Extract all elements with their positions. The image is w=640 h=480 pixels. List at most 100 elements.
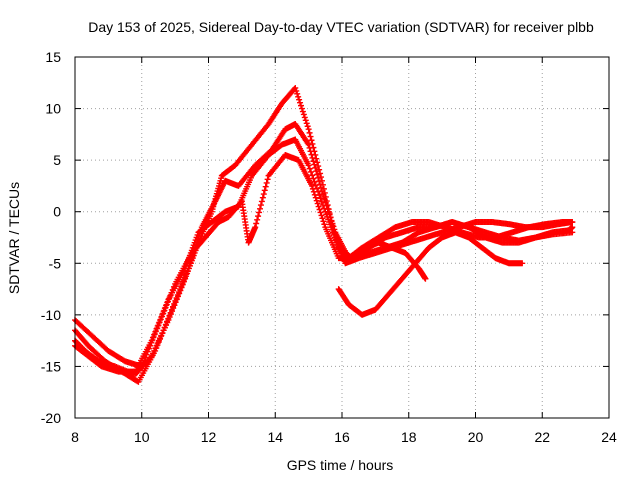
data-point-marker xyxy=(318,174,325,181)
data-point-marker xyxy=(297,99,304,106)
data-point-marker xyxy=(305,126,312,133)
data-point-marker xyxy=(307,148,314,155)
data-point-marker xyxy=(253,220,260,227)
data-point-marker xyxy=(309,185,316,192)
data-point-marker xyxy=(318,188,325,195)
data-point-marker xyxy=(141,357,148,364)
data-point-marker xyxy=(180,277,187,284)
data-point-marker xyxy=(257,202,264,209)
data-point-marker xyxy=(183,271,190,278)
data-point-marker xyxy=(308,137,315,144)
data-point-marker xyxy=(264,176,271,183)
data-point-marker xyxy=(295,93,302,100)
x-tick-label: 12 xyxy=(201,429,217,445)
data-point-marker xyxy=(311,161,318,168)
data-point-marker xyxy=(306,144,313,151)
data-point-marker xyxy=(157,316,164,323)
data-point-marker xyxy=(256,205,263,212)
data-point-marker xyxy=(303,120,310,127)
data-point-marker xyxy=(310,175,317,182)
data-point-marker xyxy=(172,297,179,304)
data-point-marker xyxy=(310,188,317,195)
data-point-marker xyxy=(169,286,176,293)
data-point-marker xyxy=(171,300,178,307)
data-point-marker xyxy=(307,133,314,140)
data-point-marker xyxy=(318,198,325,205)
data-point-marker xyxy=(170,283,177,290)
x-tick-label: 14 xyxy=(267,429,283,445)
data-point-marker xyxy=(162,304,169,311)
y-tick-label: -15 xyxy=(41,358,61,374)
y-tick-label: -20 xyxy=(41,410,61,426)
data-point-marker xyxy=(154,325,161,332)
data-point-marker xyxy=(317,195,324,202)
data-point-marker xyxy=(294,90,301,97)
data-point-marker xyxy=(156,319,163,326)
data-point-marker xyxy=(309,154,316,161)
data-point-marker xyxy=(166,312,173,319)
data-point-marker xyxy=(308,182,315,189)
data-point-marker xyxy=(318,212,325,219)
data-point-marker xyxy=(319,202,326,209)
data-point-marker xyxy=(316,178,323,185)
data-point-marker xyxy=(263,179,270,186)
data-point-marker xyxy=(261,187,268,194)
data-point-marker xyxy=(169,303,176,310)
data-point-marker xyxy=(317,170,324,177)
data-point-marker xyxy=(255,213,262,220)
data-point-marker xyxy=(315,203,322,210)
data-point-marker xyxy=(319,191,326,198)
data-point-marker xyxy=(144,348,151,355)
data-point-marker xyxy=(179,280,186,287)
series-trace-5 xyxy=(335,229,526,318)
data-point-marker xyxy=(147,342,154,349)
data-point-marker xyxy=(145,345,152,352)
data-point-marker xyxy=(302,117,309,124)
data-point-marker xyxy=(309,172,316,179)
data-point-marker xyxy=(311,191,318,198)
data-point-marker xyxy=(300,111,307,118)
data-point-marker xyxy=(175,289,182,296)
data-point-marker xyxy=(313,168,320,175)
data-point-marker xyxy=(158,333,165,340)
data-point-marker xyxy=(292,84,299,91)
data-point-marker xyxy=(569,224,576,231)
data-point-marker xyxy=(151,331,158,338)
x-tick-label: 22 xyxy=(534,429,550,445)
data-point-marker xyxy=(321,205,328,212)
data-point-marker xyxy=(312,182,319,189)
data-point-marker xyxy=(159,313,166,320)
data-point-marker xyxy=(317,209,324,216)
data-point-marker xyxy=(569,219,576,226)
data-point-marker xyxy=(168,306,175,313)
data-point-marker xyxy=(296,96,303,103)
y-tick-label: -10 xyxy=(41,307,61,323)
data-point-marker xyxy=(304,123,311,130)
data-point-marker xyxy=(155,339,162,346)
y-tick-label: 0 xyxy=(53,204,61,220)
data-point-marker xyxy=(148,339,155,346)
data-point-marker xyxy=(298,105,305,112)
data-point-marker xyxy=(308,151,315,158)
tick-layer: 8 10 12 14 16 18 20 22 24 -20 -15 -10 -5 0 5 10 15 xyxy=(41,49,617,445)
x-tick-label: 16 xyxy=(334,429,350,445)
data-point-marker xyxy=(160,310,167,317)
data-point-marker xyxy=(138,363,145,370)
data-point-marker xyxy=(160,327,167,334)
series-trace-6 xyxy=(339,239,429,282)
data-point-marker xyxy=(319,215,326,222)
data-point-marker xyxy=(167,309,174,316)
data-point-marker xyxy=(162,321,169,328)
x-tick-label: 10 xyxy=(134,429,150,445)
data-point-marker xyxy=(315,174,322,181)
y-tick-label: 15 xyxy=(45,49,61,65)
data-point-marker xyxy=(314,200,321,207)
data-point-marker xyxy=(258,198,265,205)
data-point-marker xyxy=(149,336,156,343)
data-point-marker xyxy=(316,206,323,213)
data-point-marker xyxy=(173,294,180,301)
data-point-marker xyxy=(262,183,269,190)
data-point-marker xyxy=(301,114,308,121)
data-point-marker xyxy=(313,197,320,204)
data-point-marker xyxy=(312,164,319,171)
